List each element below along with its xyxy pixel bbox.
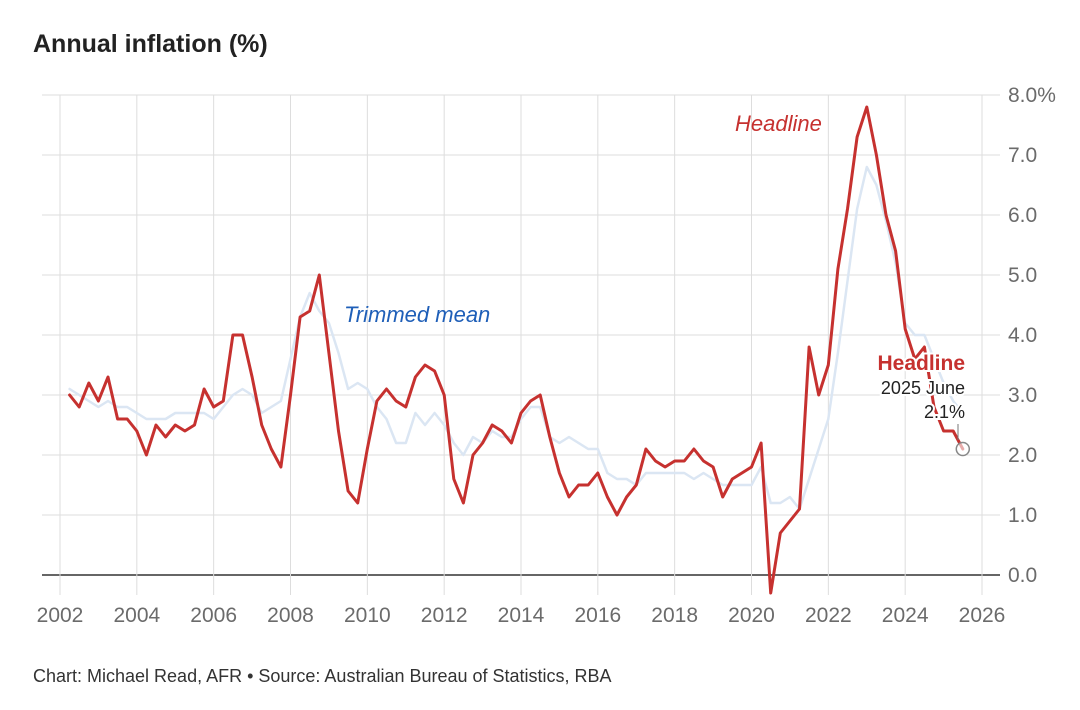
x-tick-label: 2004 (113, 604, 160, 627)
axis-labels: 0.0 1.0 2.0 3.0 4.0 5.0 6.0 7.0 8.0% 2002 2004 2006… (37, 84, 1056, 627)
y-tick-label: 4.0 (1008, 324, 1037, 347)
x-tick-label: 2022 (805, 604, 852, 627)
x-tick-label: 2006 (190, 604, 237, 627)
x-tick-label: 2026 (959, 604, 1006, 627)
headline-series-label: Headline (735, 111, 822, 136)
y-tick-label: 7.0 (1008, 144, 1037, 167)
x-tick-label: 2008 (267, 604, 314, 627)
y-tick-label: 2.0 (1008, 444, 1037, 467)
callout-value: 2.1% (924, 402, 965, 422)
x-tick-label: 2014 (498, 604, 545, 627)
y-tick-label: 1.0 (1008, 504, 1037, 527)
callout-date: 2025 June (881, 378, 965, 398)
y-tick-label: 3.0 (1008, 384, 1037, 407)
y-tick-label: 5.0 (1008, 264, 1037, 287)
chart-source-footer: Chart: Michael Read, AFR • Source: Austr… (33, 666, 612, 686)
x-tick-label: 2002 (37, 604, 84, 627)
x-tick-label: 2024 (882, 604, 929, 627)
latest-value-callout: Headline 2025 June 2.1% (875, 350, 971, 457)
headline-line (68, 105, 965, 595)
x-tick-label: 2018 (651, 604, 698, 627)
x-tick-label: 2016 (574, 604, 621, 627)
x-tick-label: 2020 (728, 604, 775, 627)
y-tick-label: 6.0 (1008, 204, 1037, 227)
chart-title: Annual inflation (%) (33, 30, 268, 58)
x-tick-label: 2010 (344, 604, 391, 627)
latest-point-marker (955, 441, 971, 457)
y-tick-label: 8.0% (1008, 84, 1056, 107)
grid-lines (42, 94, 1000, 595)
trimmed-mean-series (68, 165, 965, 511)
callout-title: Headline (877, 352, 965, 375)
x-tick-label: 2012 (421, 604, 468, 627)
y-tick-label: 0.0 (1008, 564, 1037, 587)
headline-series (68, 105, 965, 595)
trimmed-mean-series-label: Trimmed mean (344, 302, 490, 327)
